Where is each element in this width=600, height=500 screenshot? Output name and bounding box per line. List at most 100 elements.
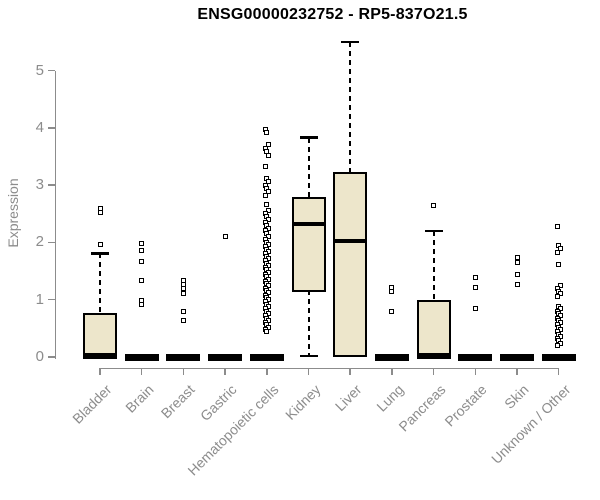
x-axis-tick: [266, 367, 268, 375]
y-tick-label: 5: [35, 61, 44, 79]
outlier-point: [180, 278, 186, 284]
outlier-point: [265, 225, 271, 231]
collapsed-box-lung: [374, 353, 409, 361]
y-axis-tick: [47, 69, 55, 72]
outlier-point: [180, 317, 186, 323]
upper-whisker-cap: [299, 136, 318, 139]
outlier-point: [265, 152, 271, 158]
outlier-point: [265, 179, 271, 185]
upper-whisker: [349, 41, 352, 173]
outlier-point: [180, 290, 186, 296]
outlier-point: [265, 208, 271, 214]
outlier-point: [472, 284, 478, 290]
outlier-point: [97, 242, 103, 248]
x-axis-tick: [182, 367, 185, 375]
outlier-point: [139, 248, 145, 254]
outlier-point: [262, 163, 268, 169]
x-category-label: Unknown / Other: [487, 381, 574, 467]
x-axis-tick: [474, 367, 477, 375]
outlier-point: [222, 234, 228, 240]
y-axis-tick: [47, 298, 55, 301]
y-tick-label: 0: [35, 348, 44, 365]
outlier-point: [514, 271, 520, 277]
median-line: [83, 353, 117, 358]
outlier-point: [554, 294, 560, 300]
collapsed-box-unknown-other: [541, 353, 576, 361]
y-axis-tick: [47, 241, 55, 244]
y-tick-label: 3: [35, 176, 44, 194]
upper-whisker: [99, 253, 101, 313]
outlier-point: [265, 216, 271, 222]
outlier-point: [557, 282, 563, 288]
x-axis-tick: [99, 367, 101, 375]
upper-whisker: [432, 230, 435, 300]
outlier-point: [556, 261, 562, 267]
outlier-point: [554, 343, 560, 349]
collapsed-box-hematopoietic-cells: [249, 353, 284, 361]
outlier-point: [97, 205, 103, 211]
lower-whisker: [307, 289, 310, 356]
outlier-point: [264, 201, 270, 207]
outlier-point: [139, 277, 145, 283]
outlier-point: [554, 249, 560, 255]
outlier-point: [554, 224, 560, 230]
collapsed-box-brain: [124, 353, 159, 361]
outlier-point: [389, 285, 395, 291]
outlier-point: [265, 189, 271, 195]
outlier-point: [264, 129, 270, 135]
upper-whisker: [307, 137, 310, 197]
y-tick-label: 1: [35, 290, 44, 308]
outlier-point: [97, 210, 103, 216]
outlier-point: [139, 298, 145, 304]
outlier-point: [264, 328, 270, 334]
collapsed-box-gastric: [208, 353, 243, 361]
outlier-point: [557, 291, 563, 297]
box-pancreas: [416, 299, 451, 359]
y-tick-label: 4: [35, 118, 44, 136]
outlier-point: [139, 241, 145, 247]
outlier-point: [431, 202, 437, 208]
outlier-point: [472, 275, 478, 281]
outlier-point: [514, 259, 520, 265]
box-kidney: [291, 196, 326, 292]
outlier-point: [265, 234, 271, 240]
x-axis-tick: [349, 367, 351, 375]
outlier-point: [139, 259, 145, 265]
outlier-point: [472, 305, 478, 311]
outlier-point: [557, 246, 563, 252]
x-axis-tick: [516, 367, 518, 375]
x-axis-tick: [557, 367, 560, 375]
y-tick-label: 2: [35, 233, 44, 251]
x-axis-line: [100, 367, 559, 369]
upper-whisker-cap: [341, 40, 360, 44]
median-line: [416, 353, 451, 358]
lower-whisker-cap: [299, 354, 318, 358]
median-line: [333, 239, 368, 244]
x-axis-tick: [432, 367, 435, 375]
y-axis-tick: [47, 127, 55, 129]
y-axis-line: [54, 70, 56, 359]
upper-whisker-cap: [91, 252, 109, 255]
collapsed-box-prostate: [458, 353, 493, 361]
chart-title: ENSG00000232752 - RP5-837O21.5: [197, 6, 468, 23]
outlier-point: [514, 255, 520, 261]
y-axis-tick: [47, 356, 55, 358]
collapsed-box-breast: [166, 353, 201, 361]
x-axis-tick: [224, 367, 226, 375]
outlier-point: [180, 309, 186, 315]
median-line: [291, 222, 326, 227]
x-axis-tick: [307, 367, 310, 375]
collapsed-box-skin: [500, 353, 534, 361]
y-axis-tick: [47, 184, 55, 186]
outlier-point: [389, 309, 395, 315]
x-axis-tick: [140, 367, 143, 375]
upper-whisker-cap: [424, 229, 443, 233]
x-axis-tick: [391, 367, 393, 375]
outlier-point: [514, 281, 520, 287]
box-liver: [333, 172, 368, 358]
outlier-point: [262, 192, 268, 198]
box-bladder: [83, 312, 117, 359]
outlier-point: [265, 142, 271, 148]
